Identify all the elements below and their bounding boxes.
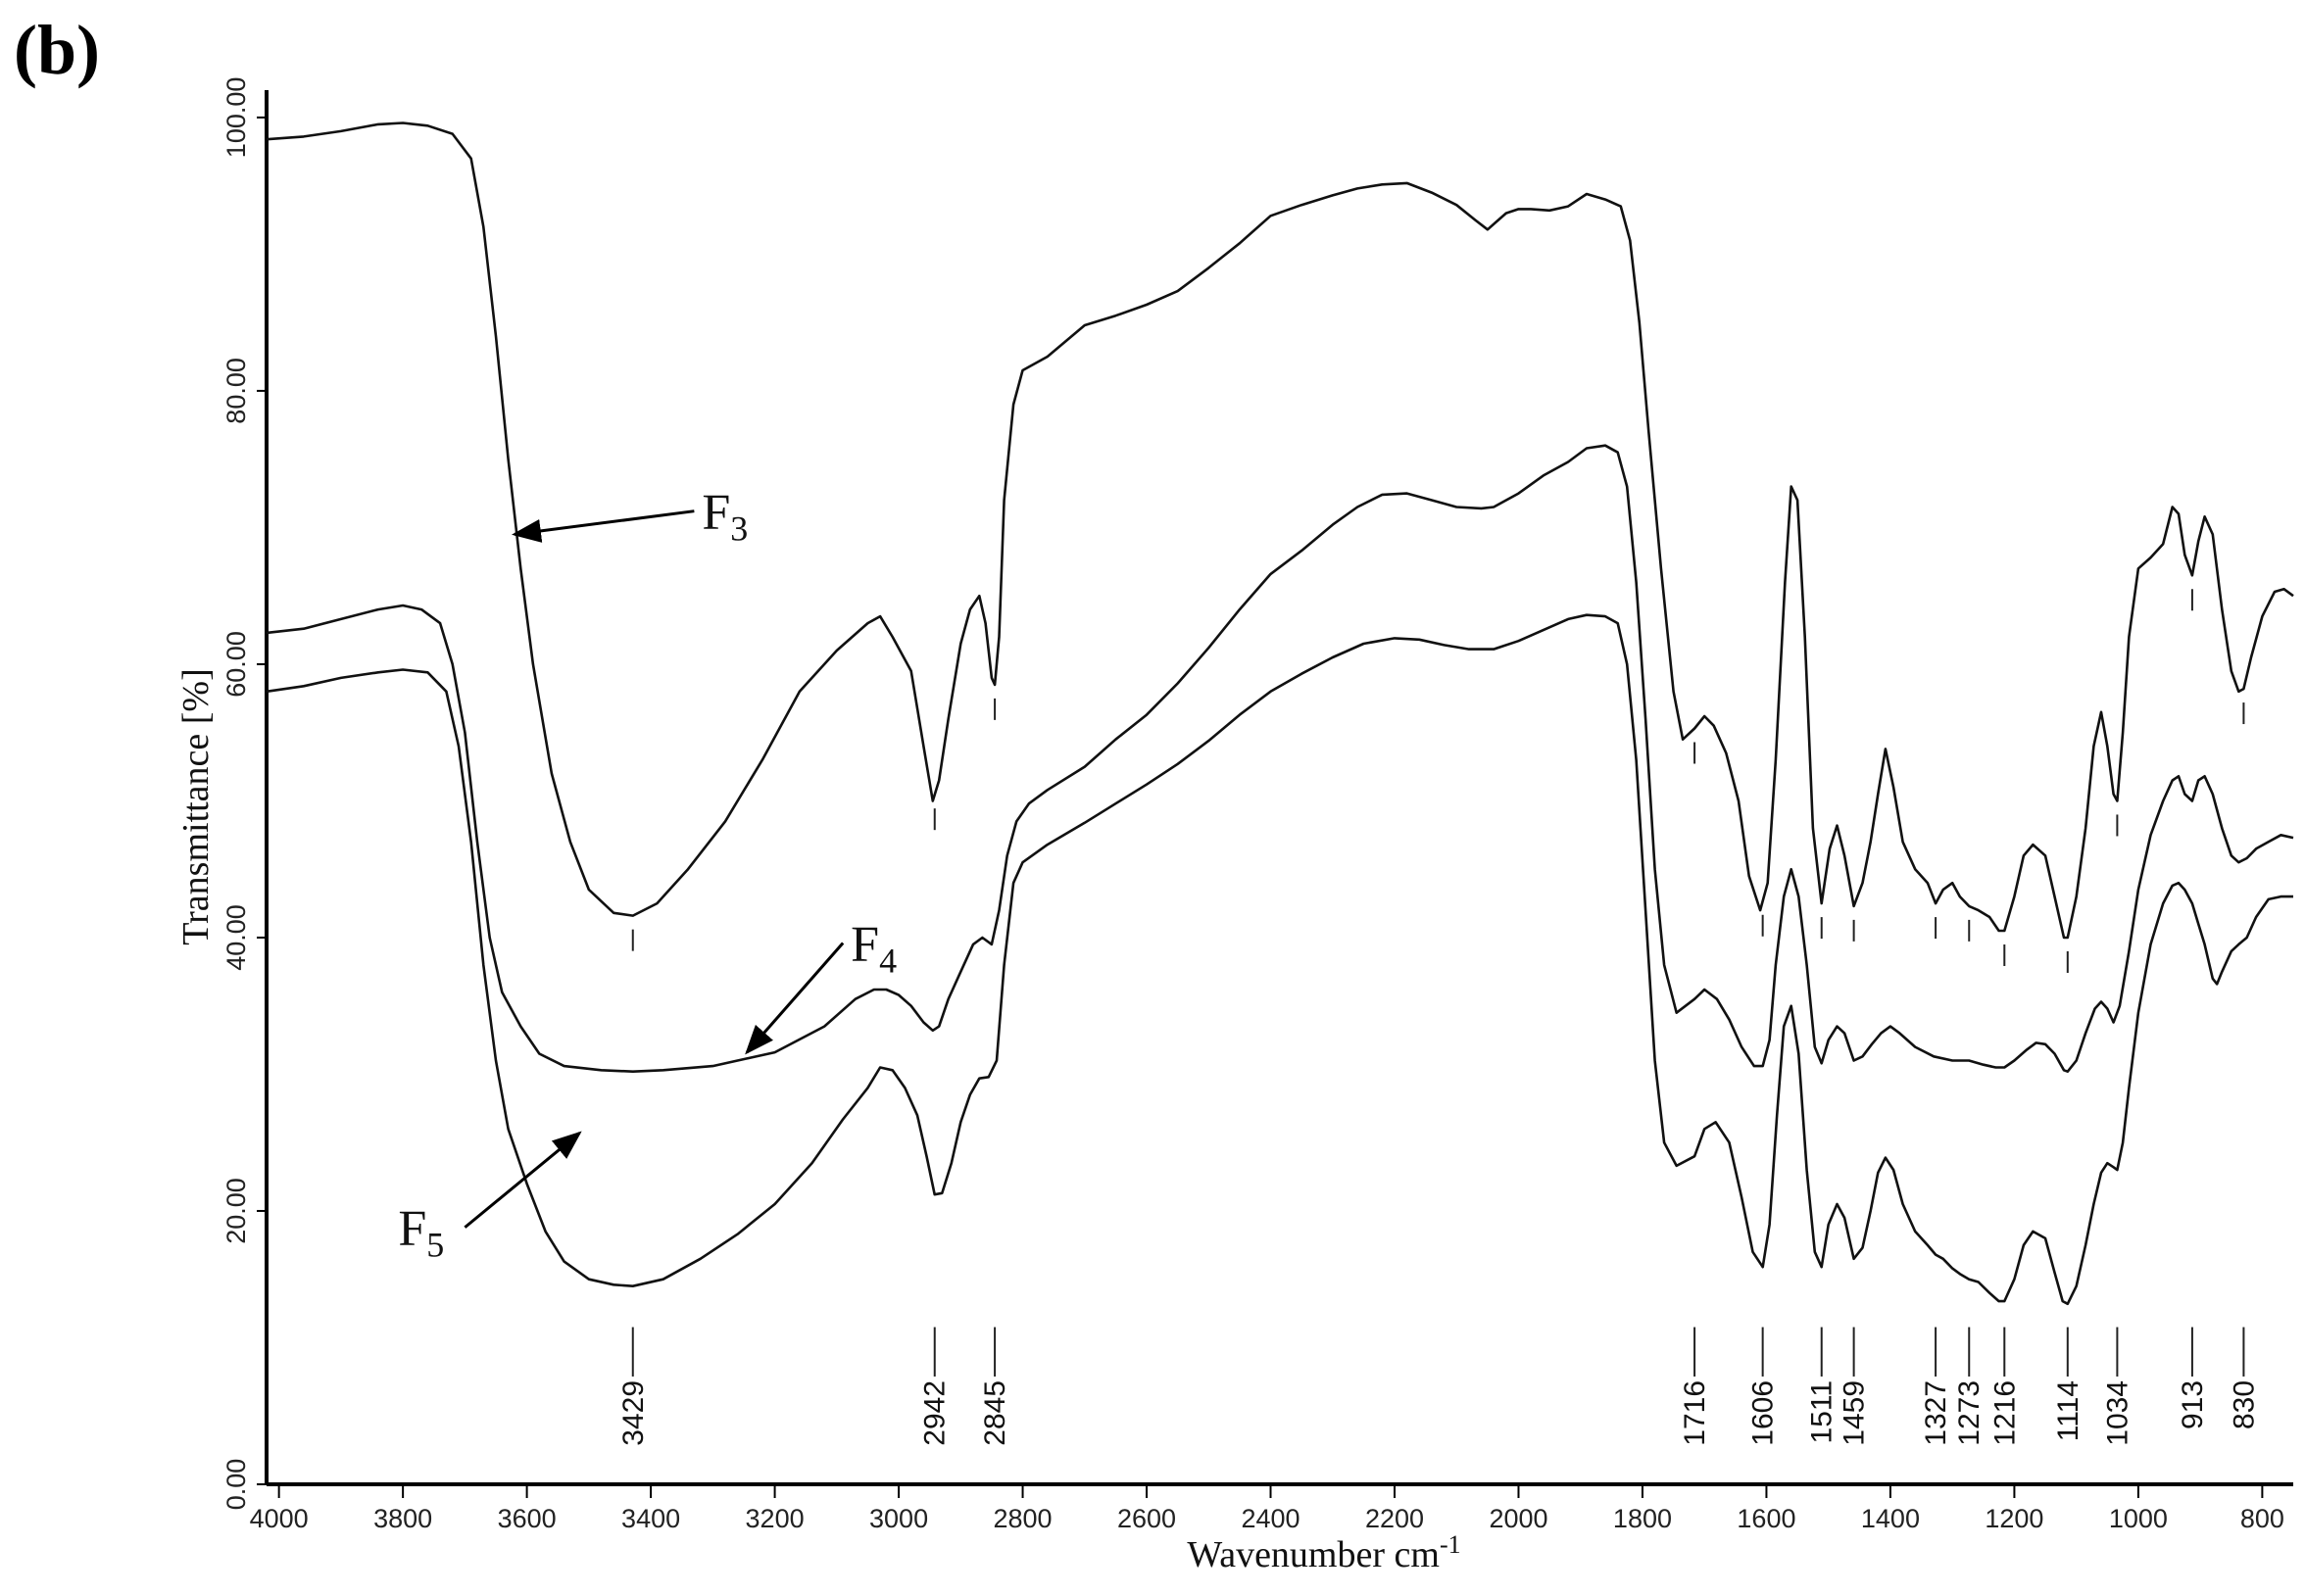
series-arrow (464, 1131, 582, 1229)
series-label: F3 (702, 485, 748, 549)
series-label: F4 (851, 917, 897, 981)
y-axis-title: Transmittance [%] (175, 668, 217, 944)
y-tick-label: 100.00 (221, 77, 251, 159)
series-line-f4 (266, 444, 2294, 1073)
spectra-curves (266, 121, 2294, 1306)
x-tick-label: 3600 (498, 1504, 557, 1533)
x-tick-label: 3200 (746, 1504, 805, 1533)
peak-label: 1114 (2052, 1380, 2084, 1441)
x-tick-label: 3000 (869, 1504, 928, 1533)
y-tick-label: 0.00 (221, 1459, 251, 1511)
y-tick-label: 20.00 (221, 1178, 251, 1244)
series-line-f5 (266, 613, 2293, 1306)
x-tick-label: 4000 (250, 1504, 309, 1533)
peak-label: 1216 (1988, 1380, 2021, 1446)
panel-label: (b) (14, 11, 100, 89)
y-tick-label: 40.00 (221, 904, 251, 971)
x-tick-label: 1400 (1861, 1504, 1920, 1533)
x-tick-label: 2400 (1241, 1504, 1300, 1533)
peak-label: 1459 (1839, 1380, 1871, 1446)
peak-label: 1034 (2101, 1380, 2133, 1446)
peak-label: 1606 (1747, 1380, 1780, 1446)
x-tick-label: 2000 (1489, 1504, 1547, 1533)
peak-label: 1716 (1679, 1380, 1711, 1446)
x-tick-label: 1000 (2109, 1504, 2168, 1533)
peak-label: 1511 (1806, 1380, 1839, 1444)
peak-label: 1327 (1920, 1380, 1952, 1446)
y-tick-label: 60.00 (221, 631, 251, 698)
series-arrow (745, 942, 845, 1055)
x-tick-label: 2800 (994, 1504, 1053, 1533)
x-tick-label: 1200 (1985, 1504, 2043, 1533)
x-tick-label: 3800 (373, 1504, 432, 1533)
peak-label: 2942 (919, 1380, 952, 1446)
x-tick-label: 1800 (1613, 1504, 1672, 1533)
x-tick-label: 2200 (1365, 1504, 1424, 1533)
series-label: F5 (398, 1201, 444, 1265)
peak-annotations: 3429 2942 2845 1716 1606 1511 1459 1327 1273 1216… (617, 589, 2260, 1446)
series-arrow (511, 509, 695, 543)
x-tick-label: 3400 (621, 1504, 680, 1533)
y-tick-label: 80.00 (221, 358, 251, 424)
x-tick-label: 1600 (1737, 1504, 1795, 1533)
peak-label: 913 (2177, 1380, 2209, 1429)
peak-label: 830 (2228, 1380, 2260, 1429)
x-tick-label: 2600 (1117, 1504, 1176, 1533)
peak-label: 2845 (979, 1380, 1011, 1446)
series-labels: F3 F4 F5 (398, 485, 897, 1265)
axes: 4000 3800 3600 3400 3200 3000 2800 2600 2400 2200… (175, 77, 2293, 1575)
peak-label: 3429 (617, 1380, 650, 1446)
series-line-f3 (266, 121, 2294, 940)
x-tick-label: 800 (2240, 1504, 2284, 1533)
peak-label: 1273 (1953, 1380, 1986, 1446)
x-axis-title: Wavenumber cm-1 (1187, 1530, 1460, 1576)
